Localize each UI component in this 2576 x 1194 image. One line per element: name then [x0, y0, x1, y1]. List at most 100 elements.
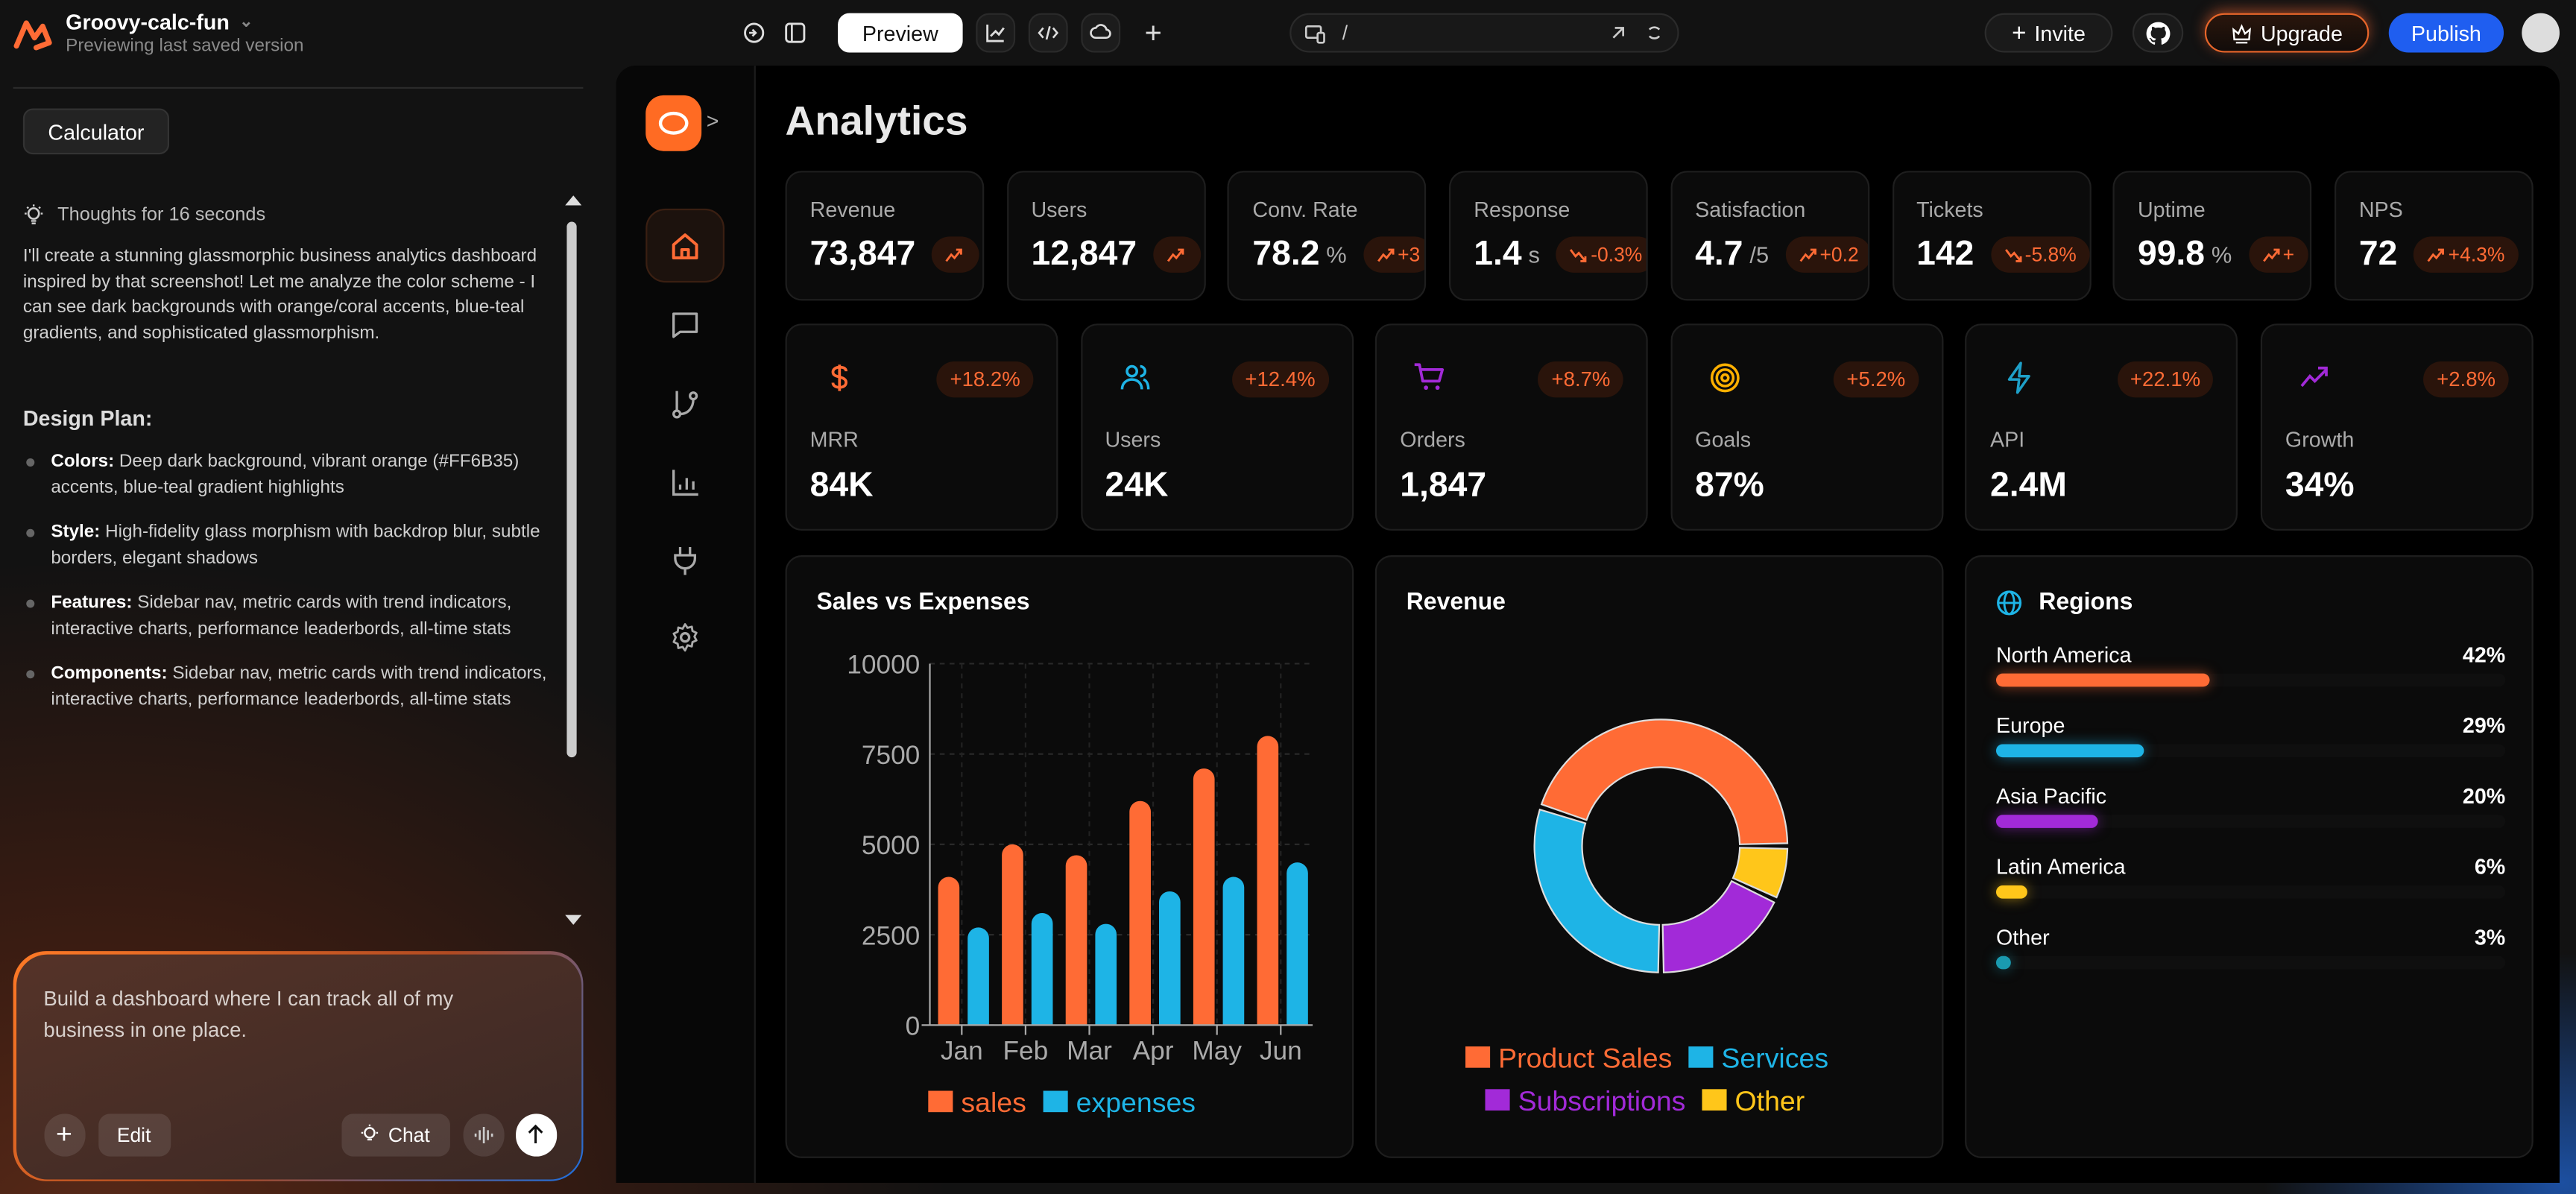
stat-label: NPS	[2358, 197, 2403, 222]
lightbulb-icon	[25, 204, 43, 224]
bar-sales[interactable]	[1002, 844, 1023, 1026]
arrow-up-icon	[528, 1124, 543, 1144]
region-row: Europe 29%	[1995, 713, 2506, 758]
region-progress-fill	[1995, 815, 2098, 828]
donut-slice[interactable]	[1540, 718, 1789, 845]
y-tick-label: 2500	[862, 921, 920, 950]
cloud-tab[interactable]	[1081, 13, 1121, 53]
metric-card[interactable]: +12.4% Users 24K	[1080, 323, 1354, 531]
metric-card[interactable]: +18.2% MRR 84K	[785, 323, 1058, 531]
stat-card[interactable]: Tickets 142 -5.8%	[1892, 171, 2091, 301]
history-button[interactable]	[734, 13, 774, 53]
bar-sales[interactable]	[1129, 800, 1151, 1026]
sales-vs-expenses-panel: Sales vs Expenses 0 2500 5000 7500 10000 Jan F…	[785, 555, 1354, 1158]
legend-swatch	[1485, 1089, 1510, 1111]
globe-icon	[1997, 590, 2022, 616]
bar-expenses[interactable]	[1158, 891, 1181, 1026]
bar-expenses[interactable]	[1287, 862, 1308, 1026]
thoughts-toggle[interactable]: Thoughts for 16 seconds	[23, 203, 265, 227]
code-tab[interactable]	[1028, 13, 1068, 53]
metric-card[interactable]: +8.7% Orders 1,847	[1375, 323, 1649, 531]
nav-integrations[interactable]	[645, 522, 724, 596]
preview-tab[interactable]: Preview	[838, 13, 963, 53]
scrollbar-thumb[interactable]	[566, 221, 577, 758]
chat-mode-button[interactable]: Chat	[341, 1113, 449, 1156]
region-row: Asia Pacific 20%	[1995, 783, 2506, 828]
stat-card[interactable]: Satisfaction 4.7/5 +0.2	[1670, 171, 1869, 301]
nav-workflows[interactable]	[645, 367, 724, 440]
send-button[interactable]	[514, 1113, 557, 1156]
bar-sales[interactable]	[1193, 768, 1215, 1026]
nav-settings[interactable]	[645, 599, 724, 673]
trend-badge: +4.3%	[2414, 236, 2519, 273]
bar-expenses[interactable]	[1095, 923, 1117, 1026]
scroll-down-arrow[interactable]	[565, 915, 582, 925]
change-badge: +22.1%	[2117, 361, 2214, 398]
open-external-icon[interactable]	[1609, 23, 1628, 42]
donut-slice[interactable]	[1731, 847, 1789, 899]
nav-home[interactable]	[645, 208, 725, 283]
url-bar[interactable]: /	[1289, 13, 1679, 53]
user-avatar[interactable]	[2522, 13, 2560, 53]
analytics-tab[interactable]	[976, 13, 1016, 53]
invite-button[interactable]: + Invite	[1984, 13, 2113, 53]
metric-card[interactable]: +22.1% API 2.4M	[1965, 323, 2238, 531]
stat-card[interactable]: Response 1.4 s -0.3%	[1449, 171, 1648, 301]
bar-sales[interactable]	[1065, 855, 1087, 1026]
plan-item-label: Colors:	[51, 452, 115, 472]
bar-expenses[interactable]	[967, 927, 989, 1026]
voice-button[interactable]	[462, 1113, 504, 1156]
stat-value: 4.7	[1695, 235, 1743, 273]
attach-button[interactable]: +	[43, 1113, 85, 1156]
stat-card[interactable]: Conv. Rate 78.2% +3	[1228, 171, 1427, 301]
bar-sales[interactable]	[938, 876, 960, 1026]
nav-analytics[interactable]	[645, 445, 724, 519]
metric-card[interactable]: +5.2% Goals 87%	[1670, 323, 1944, 531]
upgrade-button[interactable]: Upgrade	[2204, 13, 2370, 53]
legend-label[interactable]: sales	[961, 1087, 1026, 1118]
region-row: Other 3%	[1995, 925, 2506, 970]
project-name-dropdown[interactable]: Groovy-calc-fun ⌄	[66, 10, 253, 34]
plug-icon	[674, 546, 696, 575]
legend-label[interactable]: Subscriptions	[1518, 1085, 1686, 1116]
code-icon	[1038, 25, 1059, 40]
page-title: Analytics	[785, 98, 968, 145]
chevron-right-icon[interactable]: >	[706, 108, 719, 133]
stat-card[interactable]: NPS 72 +4.3%	[2334, 171, 2534, 301]
revenue-panel: Revenue Product Sales Services Subscriptio…	[1374, 555, 1944, 1158]
app-brand-logo[interactable]	[645, 95, 702, 151]
donut-slice[interactable]	[1661, 879, 1775, 973]
bar-expenses[interactable]	[1031, 913, 1053, 1026]
edit-mode-button[interactable]: Edit	[98, 1113, 171, 1156]
legend-label[interactable]: Other	[1735, 1085, 1805, 1116]
trending-up-icon	[1799, 247, 1816, 262]
legend-label[interactable]: Product Sales	[1498, 1043, 1672, 1074]
donut-slice[interactable]	[1533, 808, 1661, 973]
bar-sales[interactable]	[1257, 736, 1279, 1026]
scroll-up-arrow[interactable]	[565, 195, 582, 206]
x-tick-label: Apr	[1133, 1037, 1174, 1066]
stat-value: 73,847	[809, 235, 916, 273]
divider	[13, 86, 584, 89]
trending-down-icon	[1570, 248, 1588, 262]
x-tick-label: Mar	[1067, 1037, 1112, 1066]
toggle-panel-button[interactable]	[775, 13, 815, 53]
github-button[interactable]	[2132, 13, 2184, 53]
region-percent: 6%	[2474, 854, 2506, 879]
metric-card[interactable]: +2.8% Growth 34%	[2260, 323, 2534, 531]
publish-button[interactable]: Publish	[2388, 13, 2504, 53]
prompt-input[interactable]: Build a dashboard where I can track all …	[43, 986, 454, 1041]
legend-swatch	[928, 1090, 953, 1113]
add-tab-button[interactable]: +	[1134, 13, 1173, 53]
legend-label[interactable]: expenses	[1076, 1087, 1196, 1118]
context-chip-calculator[interactable]: Calculator	[22, 108, 170, 155]
nav-messages[interactable]	[645, 288, 724, 361]
bar-expenses[interactable]	[1222, 876, 1245, 1026]
users-icon	[1120, 364, 1149, 390]
stat-card[interactable]: Revenue 73,847	[785, 171, 985, 301]
legend-label[interactable]: Services	[1721, 1043, 1828, 1074]
stat-card[interactable]: Users 12,847	[1006, 171, 1206, 301]
regions-panel: Regions North America 42% Europe 29% Asi…	[1965, 555, 2534, 1158]
refresh-icon[interactable]	[1644, 23, 1664, 42]
stat-card[interactable]: Uptime 99.8% +	[2112, 171, 2312, 301]
